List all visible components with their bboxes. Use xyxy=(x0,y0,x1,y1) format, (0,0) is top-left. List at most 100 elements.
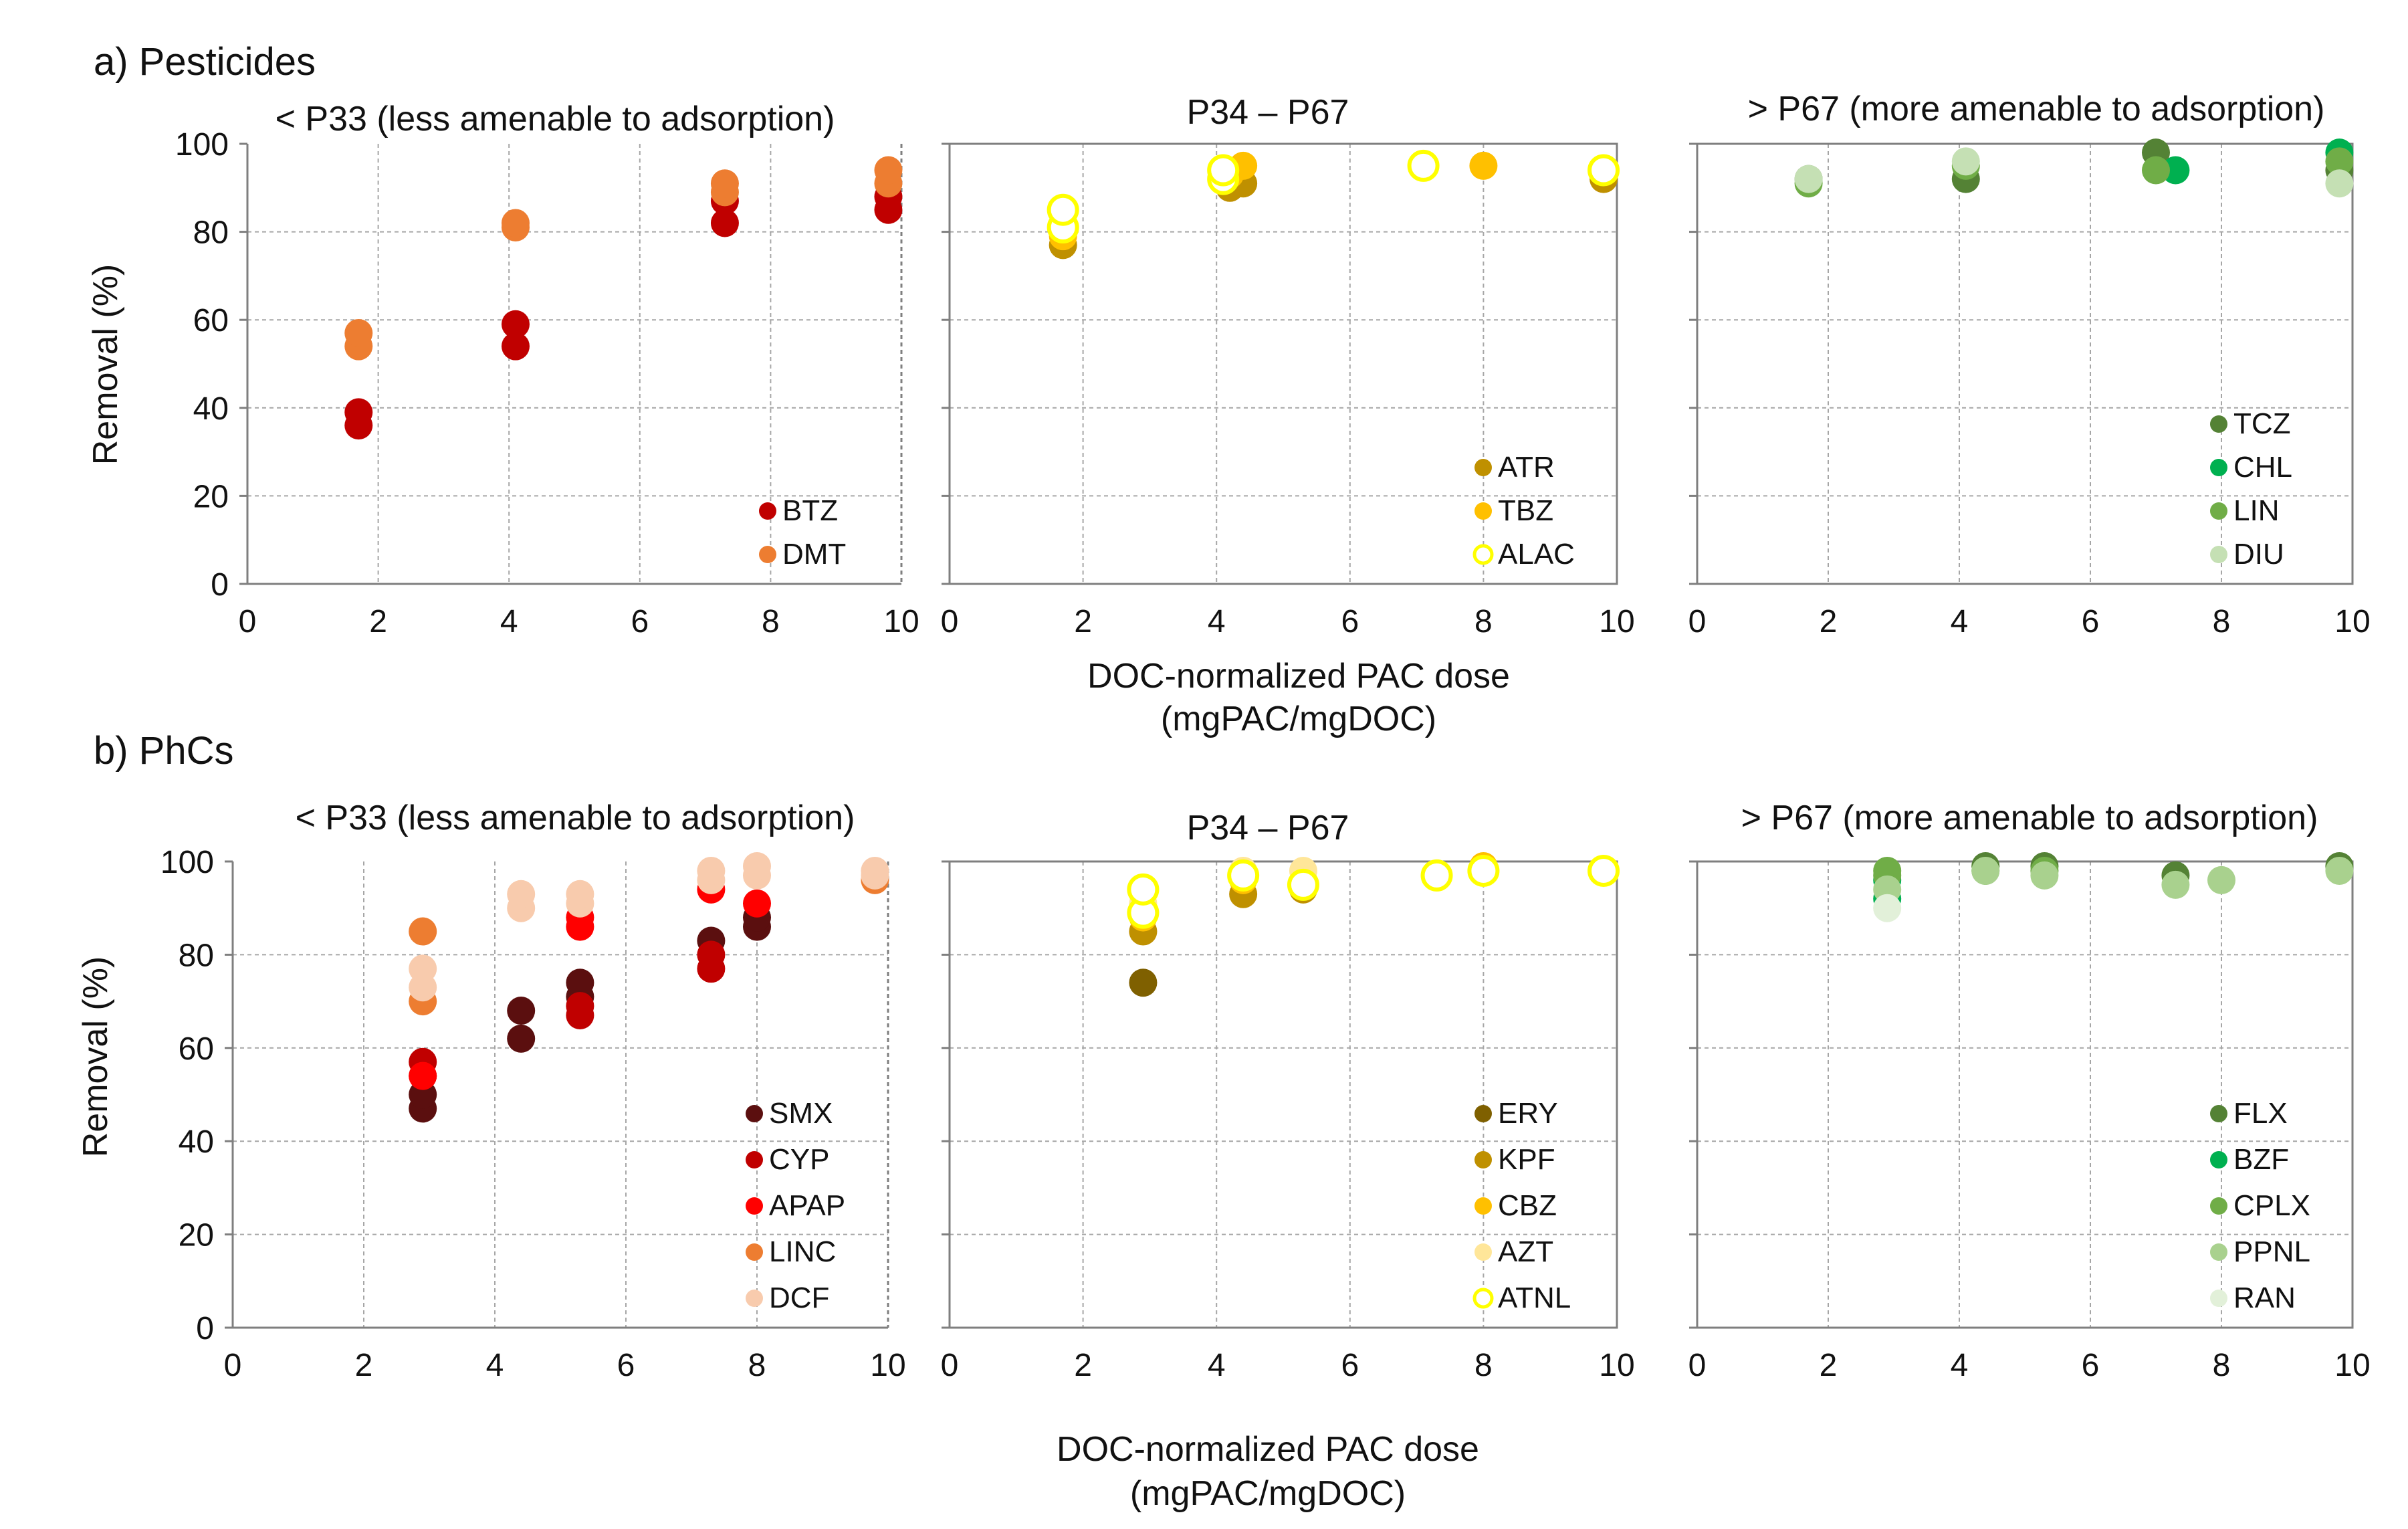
data-point-dmt xyxy=(344,318,373,347)
scatter-panel-3: 0 2 4 6 8 10 > P67 (more amenable to adsorptio… xyxy=(1688,90,2371,639)
x-tick-label: 0 xyxy=(239,604,257,639)
data-point-cyp xyxy=(566,992,594,1021)
legend-marker-bzf xyxy=(2210,1151,2227,1168)
legend-label-linc: LINC xyxy=(769,1235,836,1268)
legend-marker-cyp xyxy=(746,1151,763,1168)
legend-label-ran: RAN xyxy=(2233,1282,2296,1314)
legend-marker-cbz xyxy=(1474,1197,1492,1215)
legend-marker-kpf xyxy=(1474,1151,1492,1168)
x-tick-label: 6 xyxy=(2082,604,2100,639)
legend-marker-chl xyxy=(2210,459,2227,476)
x-tick-label: 0 xyxy=(941,1348,959,1383)
data-point-btz xyxy=(501,310,530,338)
y-axis-label-top: Removal (%) xyxy=(86,264,125,466)
y-tick-label: 100 xyxy=(175,127,229,163)
x-tick-label: 4 xyxy=(1951,604,1969,639)
x-tick-label: 4 xyxy=(500,604,518,639)
data-point-alac xyxy=(1047,193,1079,226)
legend-label-cbz: CBZ xyxy=(1498,1189,1557,1222)
legend-label-bzf: BZF xyxy=(2233,1143,2289,1176)
x-tick-label: 8 xyxy=(748,1348,766,1383)
legend-label-tbz: TBZ xyxy=(1498,494,1553,527)
x-tick-label: 2 xyxy=(355,1348,373,1383)
scatter-panel-2: 0 2 4 6 8 10 P34 – P67 ATR TBZ ALAC xyxy=(941,93,1635,639)
data-point-ppnl xyxy=(2207,865,2235,894)
legend-label-alac: ALAC xyxy=(1498,538,1575,571)
y-tick-label: 40 xyxy=(193,391,229,427)
y-tick-label: 60 xyxy=(179,1031,214,1067)
panel-title: < P33 (less amenable to adsorption) xyxy=(296,799,855,837)
x-tick-label: 4 xyxy=(486,1348,504,1383)
x-tick-label: 8 xyxy=(1474,1348,1493,1383)
x-tick-label: 6 xyxy=(1341,604,1359,639)
legend-marker-alac xyxy=(1472,544,1494,565)
data-point-atnl xyxy=(1127,873,1160,906)
y-tick-label: 0 xyxy=(211,567,229,603)
data-point-ery xyxy=(1129,969,1158,997)
data-point-dcf xyxy=(743,851,771,880)
legend-label-apap: APAP xyxy=(769,1189,845,1222)
legend-label-tcz: TCZ xyxy=(2233,407,2291,440)
section-label-b: b) PhCs xyxy=(94,729,234,773)
data-point-alac xyxy=(1588,154,1620,187)
data-point-alac xyxy=(1407,149,1440,182)
x-axis-label-top-line2: (mgPAC/mgDOC) xyxy=(1161,700,1436,738)
data-point-chl xyxy=(2161,156,2190,185)
data-point-smx xyxy=(566,969,594,997)
y-tick-label: 100 xyxy=(160,845,214,880)
x-axis-label-bottom-line2: (mgPAC/mgDOC) xyxy=(1130,1474,1406,1513)
legend-marker-ppnl xyxy=(2210,1243,2227,1261)
x-tick-label: 8 xyxy=(2213,604,2231,639)
x-tick-label: 0 xyxy=(1688,604,1707,639)
legend-marker-ran xyxy=(2210,1290,2227,1307)
legend-label-ppnl: PPNL xyxy=(2233,1235,2310,1268)
x-axis-label-top-line1: DOC-normalized PAC dose xyxy=(1087,657,1510,696)
x-tick-label: 6 xyxy=(2082,1348,2100,1383)
x-tick-label: 2 xyxy=(369,604,387,639)
panel-title: P34 – P67 xyxy=(1187,93,1349,132)
data-point-linc xyxy=(409,917,437,946)
x-tick-label: 0 xyxy=(941,604,959,639)
y-tick-label: 60 xyxy=(193,303,229,338)
legend-marker-btz xyxy=(759,502,776,520)
data-point-smx xyxy=(507,1024,536,1053)
legend-marker-tcz xyxy=(2210,415,2227,433)
data-point-btz xyxy=(501,332,530,361)
data-point-atnl xyxy=(1227,859,1260,892)
data-point-btz xyxy=(344,398,373,427)
panel-title: > P67 (more amenable to adsorption) xyxy=(1748,90,2325,128)
legend-marker-ery xyxy=(1474,1105,1492,1122)
x-tick-label: 2 xyxy=(1820,604,1838,639)
legend-label-cyp: CYP xyxy=(769,1143,829,1176)
legend-label-smx: SMX xyxy=(769,1097,833,1130)
legend-marker-dmt xyxy=(759,546,776,563)
x-tick-label: 8 xyxy=(2213,1348,2231,1383)
legend-label-cplx: CPLX xyxy=(2233,1189,2310,1222)
legend-label-ery: ERY xyxy=(1498,1097,1558,1130)
legend-label-btz: BTZ xyxy=(782,494,838,527)
data-point-dcf xyxy=(507,880,536,908)
data-point-dmt xyxy=(710,169,739,198)
plot-frame xyxy=(1696,142,2354,585)
legend-marker-diu xyxy=(2210,546,2227,563)
data-point-atnl xyxy=(1420,859,1453,892)
data-point-btz xyxy=(710,209,739,237)
x-tick-label: 0 xyxy=(224,1348,242,1383)
x-tick-label: 8 xyxy=(762,604,780,639)
data-point-diu xyxy=(2325,169,2354,198)
x-tick-label: 10 xyxy=(2334,604,2370,639)
data-point-ppnl xyxy=(2161,870,2190,899)
data-point-apap xyxy=(743,889,771,918)
x-tick-label: 6 xyxy=(617,1348,635,1383)
legend-label-lin: LIN xyxy=(2233,494,2279,527)
legend-label-dcf: DCF xyxy=(769,1282,829,1314)
legend-marker-azt xyxy=(1474,1243,1492,1261)
data-point-ppnl xyxy=(2030,861,2059,890)
legend-marker-atr xyxy=(1474,459,1492,476)
data-point-dmt xyxy=(874,156,903,185)
y-tick-label: 20 xyxy=(193,479,229,514)
y-tick-label: 0 xyxy=(196,1311,214,1346)
